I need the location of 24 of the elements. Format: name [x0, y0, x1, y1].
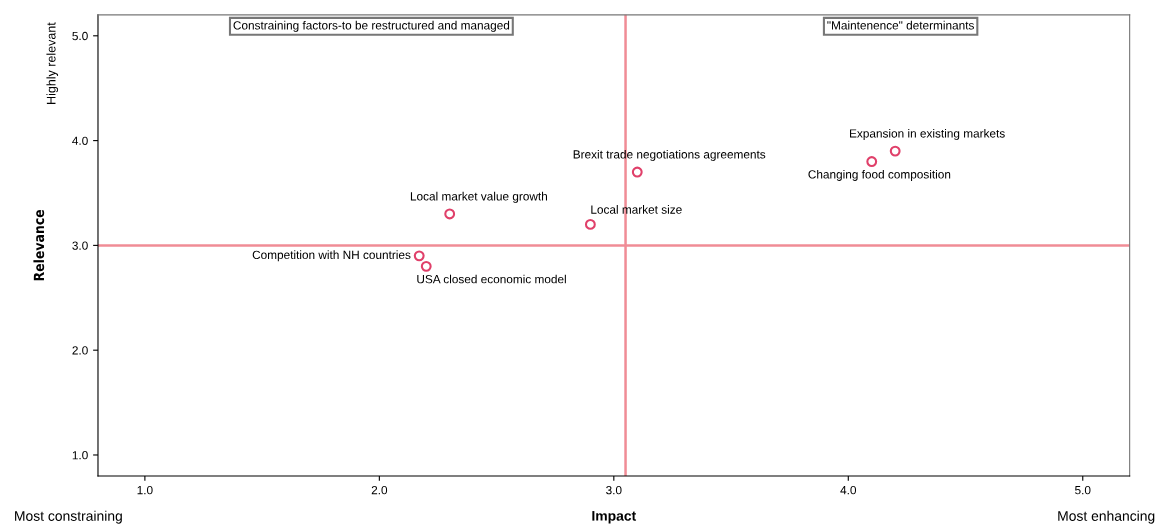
y-axis-title: Relevance [33, 209, 45, 281]
annotation: "Maintenence" determinants [827, 20, 974, 30]
x-tick-label: 1.0 [137, 485, 153, 495]
x-tick-label: 3.0 [606, 485, 622, 495]
annotation: Local market value growth [410, 191, 547, 203]
annotation: Competition with NH countries [252, 250, 411, 262]
x-tick-label: 2.0 [371, 485, 388, 495]
y-tick-label: 1.0 [72, 451, 88, 460]
text: Highly relevant [46, 22, 59, 104]
text: Most constraining [15, 510, 122, 524]
annotation: Local market size [591, 205, 682, 214]
y-tick-label: 5.0 [72, 31, 88, 41]
text: Most enhancing [1058, 510, 1155, 524]
y-tick-label: 2.0 [72, 346, 88, 355]
x-tick-label: 4.0 [840, 485, 857, 495]
y-tick-label: 4.0 [72, 136, 88, 145]
y-tick-label: 3.0 [72, 241, 88, 250]
annotation: Expansion in existing markets [850, 128, 1005, 140]
x-axis-title: Impact [592, 511, 637, 524]
x-tick-label: 5.0 [1075, 485, 1091, 495]
annotation: Changing food composition [808, 169, 951, 181]
annotation: Constraining factors-to be restructured and managed [233, 20, 510, 32]
annotation: Brexit trade negotiations agreements [573, 149, 766, 161]
annotation: USA closed economic model [417, 274, 566, 284]
